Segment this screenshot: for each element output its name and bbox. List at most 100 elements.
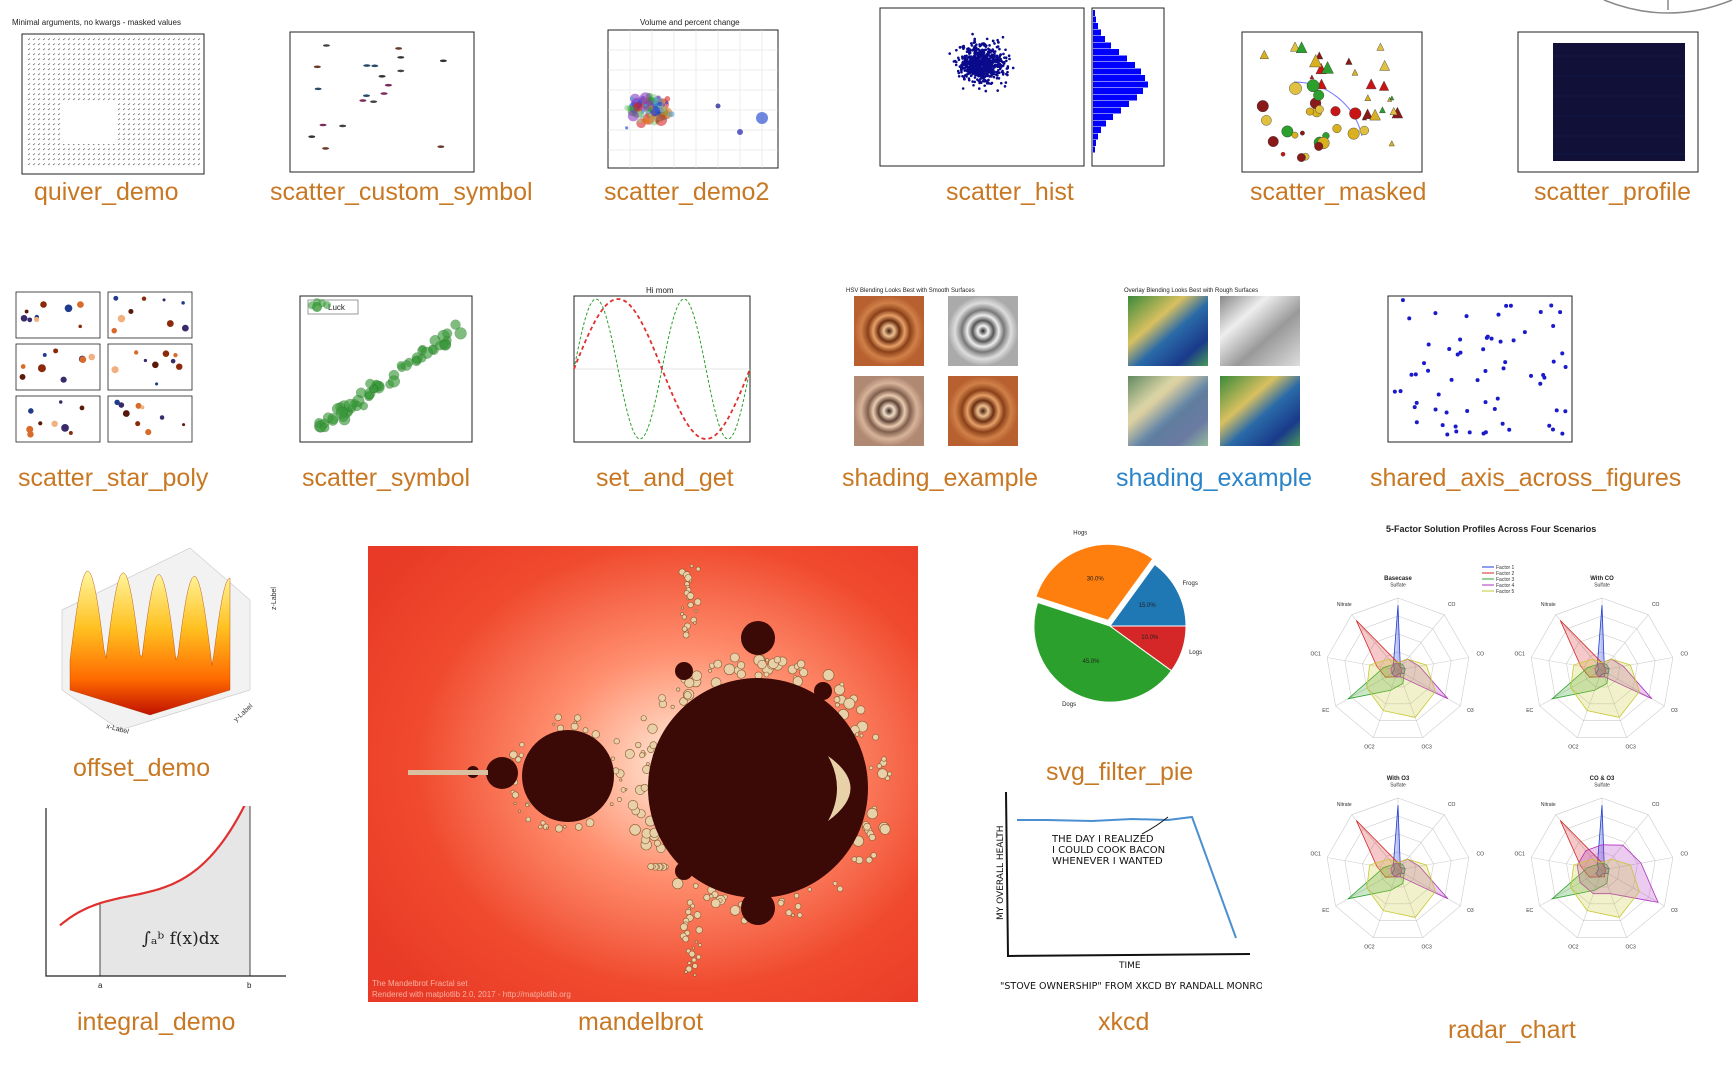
thumb-scatter-symbol[interactable]: Luck bbox=[288, 290, 478, 450]
thumb-shading-example-terrain[interactable]: Overlay Blending Looks Best with Rough S… bbox=[1118, 284, 1308, 454]
quiver-arrow bbox=[52, 143, 56, 146]
scatter-point bbox=[1289, 82, 1302, 95]
scatter-point bbox=[1004, 48, 1007, 52]
quiver-arrow bbox=[102, 83, 106, 86]
quiver-arrow bbox=[157, 73, 161, 76]
thumb-shading-example-hsv[interactable]: HSV Blending Looks Best with Smooth Surf… bbox=[840, 284, 1030, 454]
quiver-arrow bbox=[62, 153, 66, 156]
caption-shading-example-visited[interactable]: shading_example bbox=[1116, 464, 1312, 492]
quiver-arrow bbox=[167, 153, 171, 156]
quiver-arrow bbox=[117, 163, 121, 166]
quiver-arrow bbox=[37, 103, 41, 106]
quiver-arrow bbox=[122, 108, 126, 111]
quiver-arrow bbox=[112, 73, 116, 76]
radar-grid bbox=[1583, 651, 1621, 688]
histogram-bar bbox=[1093, 88, 1143, 94]
thumb-scatter-profile[interactable] bbox=[1508, 26, 1704, 182]
caption-scatter-demo2[interactable]: scatter_demo2 bbox=[604, 178, 770, 206]
thumb-integral-demo[interactable]: ∫ₐᵇ f(x)dx a b bbox=[40, 806, 290, 996]
thumb-shared-axis-across-figures[interactable] bbox=[1378, 290, 1578, 450]
quiver-arrow bbox=[87, 58, 91, 61]
quiver-arrow bbox=[192, 153, 196, 156]
quiver-arrow bbox=[172, 43, 176, 46]
thumb-set-and-get[interactable]: Hi mom bbox=[564, 284, 754, 450]
quiver-arrow bbox=[177, 68, 181, 71]
quiver-arrow bbox=[127, 83, 131, 86]
caption-mandelbrot[interactable]: mandelbrot bbox=[578, 1008, 704, 1036]
radar-spoke bbox=[1601, 669, 1627, 738]
thumb-quiver-demo[interactable]: Minimal arguments, no kwargs - masked va… bbox=[10, 16, 210, 188]
quiver-arrow bbox=[27, 88, 31, 91]
quiver-arrow bbox=[102, 93, 106, 96]
thumb-scatter-demo2[interactable]: Volume and percent change bbox=[590, 14, 790, 182]
quiver-arrow bbox=[157, 93, 161, 96]
quiver-arrow bbox=[152, 148, 156, 151]
thumb-radar-chart[interactable]: 5-Factor Solution Profiles Across Four S… bbox=[1310, 520, 1720, 1000]
caption-shared-axis-across-figures[interactable]: shared_axis_across_figures bbox=[1370, 464, 1682, 492]
caption-set-and-get[interactable]: set_and_get bbox=[596, 464, 734, 492]
caption-radar-chart[interactable]: radar_chart bbox=[1448, 1016, 1576, 1044]
scatter-point bbox=[957, 56, 960, 60]
quiver-arrow bbox=[32, 48, 36, 51]
quiver-arrow bbox=[52, 118, 56, 121]
fractal-bulb bbox=[552, 722, 556, 726]
radar-spoke-label: OC2 bbox=[1568, 745, 1579, 751]
thumb-scatter-masked[interactable] bbox=[1232, 26, 1428, 182]
caption-shading-example[interactable]: shading_example bbox=[842, 464, 1038, 492]
thumb-xkcd[interactable]: THE DAY I REALIZED I COULD COOK BACON WH… bbox=[992, 786, 1262, 996]
thumb-mandelbrot[interactable]: The Mandelbrot Fractal set Rendered with… bbox=[368, 546, 918, 1002]
thumb-scatter-custom-symbol[interactable] bbox=[280, 26, 480, 182]
scatter-point bbox=[1498, 339, 1503, 344]
fractal-bulb bbox=[851, 856, 858, 863]
quiver-arrow bbox=[157, 153, 161, 156]
caption-integral-demo[interactable]: integral_demo bbox=[77, 1008, 236, 1036]
thumb-svg-filter-pie[interactable]: Frogs 15.0% Hogs 30.0% Dogs 45.0% Logs 10.0% bbox=[1010, 526, 1210, 726]
radar-spoke-label: CO bbox=[1652, 802, 1660, 808]
quiver-arrow bbox=[97, 68, 101, 71]
quiver-arrow bbox=[72, 153, 76, 156]
scatter-point bbox=[1299, 130, 1305, 136]
caption-offset-demo[interactable]: offset_demo bbox=[73, 754, 211, 782]
fractal-bulb bbox=[563, 825, 567, 829]
fractal-bulb bbox=[686, 597, 690, 601]
histogram-bar bbox=[1093, 68, 1141, 75]
thumb-scatter-star-poly[interactable] bbox=[8, 290, 204, 450]
quiver-arrow bbox=[27, 163, 31, 166]
caption-svg-filter-pie[interactable]: svg_filter_pie bbox=[1046, 758, 1194, 786]
quiver-arrow bbox=[102, 148, 106, 151]
quiver-arrow bbox=[52, 133, 56, 136]
scatter-point bbox=[756, 112, 768, 124]
subplot-frame bbox=[15, 343, 101, 391]
scatter-point bbox=[1426, 342, 1431, 347]
quiver-arrow bbox=[167, 53, 171, 56]
scatter-point bbox=[1444, 410, 1449, 415]
quiver-arrow bbox=[182, 163, 186, 166]
subplot-frame bbox=[15, 395, 101, 443]
quiver-arrow bbox=[192, 143, 196, 146]
scatter-point bbox=[998, 67, 1002, 71]
thumb-offset-demo[interactable]: z-Label x-Label y-Label bbox=[40, 540, 290, 740]
scatter-point bbox=[981, 48, 984, 52]
fractal-bulb bbox=[687, 601, 694, 609]
scatter-point bbox=[1347, 127, 1360, 140]
quiver-arrow bbox=[132, 53, 136, 56]
thumb-scatter-hist[interactable] bbox=[870, 4, 1176, 176]
quiver-arrow bbox=[92, 43, 96, 46]
caption-scatter-star-poly[interactable]: scatter_star_poly bbox=[18, 464, 209, 492]
caption-quiver-demo[interactable]: quiver_demo bbox=[34, 178, 179, 206]
caption-scatter-symbol[interactable]: scatter_symbol bbox=[302, 464, 471, 492]
caption-xkcd[interactable]: xkcd bbox=[1098, 1008, 1150, 1036]
fractal-bulb bbox=[757, 659, 767, 670]
radar-spoke bbox=[1601, 669, 1665, 707]
scatter-point bbox=[978, 68, 982, 72]
caption-scatter-profile[interactable]: scatter_profile bbox=[1534, 178, 1692, 206]
caption-scatter-masked[interactable]: scatter_masked bbox=[1250, 178, 1427, 206]
quiver-arrow bbox=[37, 63, 41, 66]
quiver-arrow bbox=[67, 153, 71, 156]
scatter-point bbox=[992, 57, 995, 61]
quiver-arrow bbox=[52, 123, 56, 126]
caption-scatter-hist[interactable]: scatter_hist bbox=[946, 178, 1074, 206]
caption-scatter-custom-symbol[interactable]: scatter_custom_symbol bbox=[270, 178, 533, 206]
fractal-bulb bbox=[658, 694, 666, 702]
fractal-bulb bbox=[791, 913, 795, 918]
